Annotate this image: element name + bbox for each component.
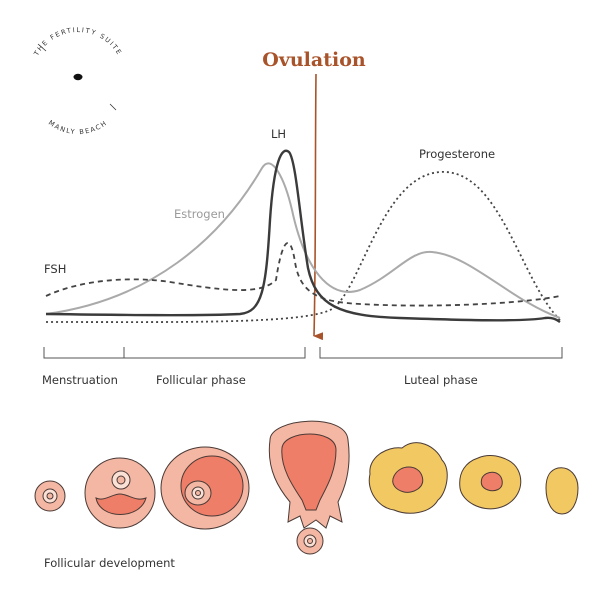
estrogen-curve bbox=[45, 162, 561, 319]
hormone-curves bbox=[45, 149, 561, 323]
logo: THE FERTILITY SUITE MANLY BEACH bbox=[32, 26, 124, 136]
fsh-curve bbox=[45, 242, 561, 307]
primary-follicle bbox=[84, 457, 156, 529]
corpus-luteum-small bbox=[545, 467, 579, 515]
corpus-luteum-large bbox=[368, 442, 448, 514]
fsh-label: FSH bbox=[44, 262, 66, 276]
progesterone-label: Progesterone bbox=[419, 147, 495, 161]
follicular-development bbox=[34, 420, 579, 555]
lh-label: LH bbox=[271, 127, 286, 141]
logo-dot-icon bbox=[73, 73, 83, 81]
ovulation-arrow-icon bbox=[313, 73, 324, 341]
menstruation-label: Menstruation bbox=[42, 373, 118, 387]
phase-brackets bbox=[43, 347, 563, 359]
lh-curve bbox=[45, 149, 561, 323]
secondary-follicle bbox=[160, 446, 250, 530]
corpus-luteum-medium bbox=[459, 455, 522, 510]
estrogen-label: Estrogen bbox=[174, 207, 225, 221]
logo-bottom-text: MANLY BEACH bbox=[47, 119, 109, 136]
ovulating-follicle bbox=[268, 420, 350, 555]
progesterone-curve bbox=[45, 171, 561, 323]
follicular-phase-label: Follicular phase bbox=[156, 373, 246, 387]
ovulation-title: Ovulation bbox=[262, 49, 366, 71]
logo-top-text: THE FERTILITY SUITE bbox=[32, 26, 124, 58]
follicular-bracket bbox=[43, 347, 306, 359]
luteal-phase-label: Luteal phase bbox=[404, 373, 478, 387]
primordial-follicle bbox=[34, 480, 66, 512]
follicular-development-label: Follicular development bbox=[44, 556, 175, 570]
luteal-bracket bbox=[319, 347, 563, 359]
